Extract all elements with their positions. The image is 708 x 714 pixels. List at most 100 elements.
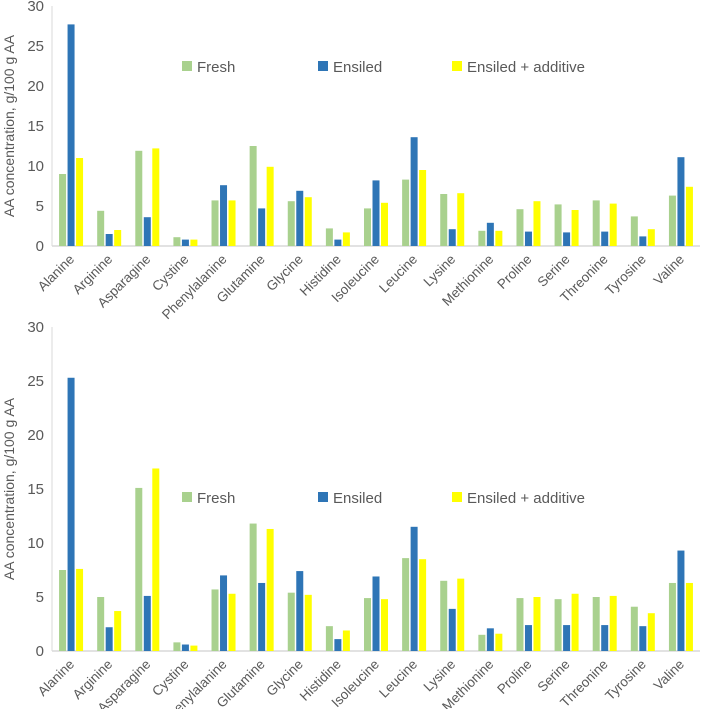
- bar-ensiled-threonine: [601, 231, 609, 246]
- bar-ensiled-leucine: [410, 526, 418, 651]
- bar-ensiled-lysine: [448, 229, 456, 246]
- bar-ensiled-cystine: [181, 239, 189, 246]
- bar-ensiled-proline: [524, 625, 532, 651]
- bar-fresh-serine: [554, 204, 562, 246]
- bar-ensiled-methionine: [486, 222, 494, 246]
- bar-ensiled-additive-isoleucine: [381, 202, 388, 246]
- y-tick-label: 5: [36, 589, 44, 606]
- bar-ensiled-additive-glycine: [304, 197, 312, 246]
- bar-fresh-lysine: [440, 580, 448, 651]
- bar-ensiled-glycine: [296, 190, 304, 246]
- bar-fresh-arginine: [97, 597, 105, 651]
- bar-ensiled-additive-glutamine: [266, 528, 274, 651]
- bar-ensiled-glycine: [296, 571, 304, 651]
- legend-swatch: [452, 61, 462, 71]
- y-tick-label: 30: [27, 319, 44, 336]
- bar-fresh-methionine: [478, 230, 486, 246]
- bar-fresh-cystine: [173, 642, 181, 651]
- bar-fresh-histidine: [325, 228, 333, 246]
- bar-ensiled-arginine: [105, 627, 113, 651]
- bar-ensiled-alanine: [67, 24, 75, 247]
- bar-ensiled-additive-asparagine: [152, 148, 160, 246]
- legend-label: Fresh: [197, 490, 235, 507]
- y-tick-label: 30: [27, 0, 44, 15]
- bar-ensiled-serine: [563, 625, 571, 651]
- bar-ensiled-methionine: [486, 628, 494, 651]
- y-axis-label: AA concentration, g/100 g AA: [1, 397, 17, 580]
- bar-ensiled-additive-lysine: [457, 193, 465, 246]
- bar-ensiled-additive-asparagine: [152, 468, 160, 651]
- x-tick-label: Tyrosine: [602, 252, 649, 299]
- bar-fresh-phenylalanine: [211, 589, 219, 651]
- legend-swatch: [318, 492, 328, 502]
- bar-ensiled-additive-alanine: [76, 568, 84, 651]
- bar-ensiled-additive-cystine: [190, 239, 198, 246]
- x-tick-label: Proline: [494, 252, 534, 292]
- legend-swatch: [182, 61, 192, 71]
- bar-ensiled-additive-methionine: [495, 633, 503, 651]
- bar-ensiled-isoleucine: [372, 576, 380, 651]
- y-tick-label: 25: [27, 38, 44, 55]
- bar-fresh-tyrosine: [630, 216, 638, 246]
- bar-ensiled-arginine: [105, 234, 113, 246]
- bar-ensiled-additive-threonine: [609, 203, 617, 246]
- bar-fresh-glutamine: [249, 523, 257, 651]
- bar-ensiled-valine: [677, 157, 685, 246]
- chart-2: 0 5 10 15 20 25 30 AA concentration, g/100 g AA…: [1, 319, 700, 714]
- bar-ensiled-histidine: [334, 639, 342, 651]
- bar-ensiled-additive-proline: [533, 597, 541, 651]
- bar-ensiled-additive-alanine: [76, 158, 84, 246]
- bar-ensiled-additive-histidine: [342, 630, 350, 651]
- bar-fresh-leucine: [402, 179, 410, 246]
- bar-ensiled-glutamine: [258, 582, 266, 651]
- bar-ensiled-additive-leucine: [419, 170, 427, 246]
- bar-fresh-methionine: [478, 634, 486, 651]
- y-tick-label: 5: [36, 198, 44, 215]
- y-tick-label: 10: [27, 158, 44, 175]
- bar-fresh-leucine: [402, 558, 410, 651]
- bar-fresh-tyrosine: [630, 606, 638, 651]
- bar-fresh-glycine: [287, 201, 295, 246]
- bar-ensiled-additive-phenylalanine: [228, 200, 236, 246]
- bar-ensiled-additive-arginine: [114, 230, 122, 246]
- bar-fresh-asparagine: [135, 150, 143, 246]
- y-tick-label: 15: [27, 481, 44, 498]
- bar-ensiled-additive-tyrosine: [647, 229, 655, 246]
- x-tick-label: Leucine: [376, 252, 420, 296]
- bar-ensiled-additive-valine: [685, 186, 693, 246]
- bar-ensiled-additive-valine: [685, 582, 693, 651]
- x-tick-label: Tyrosine: [602, 657, 649, 704]
- bar-ensiled-additive-proline: [533, 201, 541, 246]
- bar-ensiled-asparagine: [143, 595, 151, 651]
- bar-ensiled-proline: [524, 231, 532, 246]
- bar-ensiled-additive-serine: [571, 593, 579, 651]
- bar-ensiled-tyrosine: [639, 626, 647, 651]
- bar-ensiled-additive-threonine: [609, 595, 617, 651]
- bar-ensiled-cystine: [181, 644, 189, 651]
- bar-ensiled-isoleucine: [372, 180, 380, 246]
- y-tick-label: 0: [36, 238, 44, 255]
- legend-label: Ensiled + additive: [467, 59, 585, 76]
- bar-fresh-proline: [516, 209, 524, 246]
- bar-ensiled-additive-arginine: [114, 611, 122, 651]
- bar-fresh-glutamine: [249, 146, 257, 246]
- x-tick-label: Leucine: [376, 657, 420, 701]
- bar-fresh-alanine: [59, 570, 67, 651]
- bar-ensiled-additive-glycine: [304, 594, 312, 651]
- y-axis-label: AA concentration, g/100 g AA: [1, 34, 17, 217]
- bar-ensiled-additive-isoleucine: [381, 599, 388, 651]
- bar-ensiled-asparagine: [143, 217, 151, 246]
- bar-ensiled-histidine: [334, 239, 342, 246]
- legend-label: Fresh: [197, 59, 235, 76]
- y-tick-label: 10: [27, 535, 44, 552]
- bar-ensiled-alanine: [67, 377, 75, 651]
- chart-1: 0 5 10 15 20 25 30 AA concentration, g/100 g AA…: [1, 0, 700, 322]
- x-tick-label: Valine: [651, 252, 687, 288]
- bar-ensiled-additive-serine: [571, 210, 579, 246]
- bar-ensiled-additive-glutamine: [266, 166, 274, 246]
- bar-fresh-valine: [668, 195, 676, 246]
- legend-label: Ensiled: [333, 490, 382, 507]
- bar-fresh-serine: [554, 599, 562, 651]
- bar-ensiled-additive-methionine: [495, 230, 503, 246]
